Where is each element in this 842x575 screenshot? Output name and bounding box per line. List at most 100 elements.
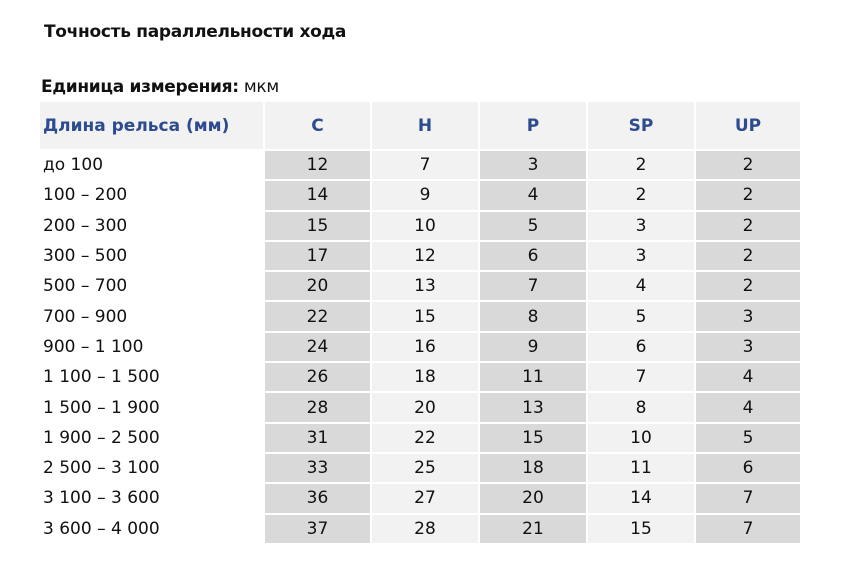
value-cell: 20: [372, 393, 478, 422]
column-header: H: [372, 102, 478, 149]
value-cell: 4: [588, 272, 694, 301]
value-cell: 6: [696, 453, 800, 483]
rail-length-cell: 3 100 – 3 600: [40, 484, 263, 513]
value-cell: 7: [588, 363, 694, 392]
value-cell: 15: [265, 211, 370, 240]
value-cell: 7: [696, 484, 800, 513]
value-cell: 15: [588, 514, 694, 543]
value-cell: 18: [372, 363, 478, 392]
value-cell: 5: [588, 302, 694, 331]
table-row: до 100 12 7 3 2 2: [40, 151, 800, 180]
value-cell: 15: [372, 302, 478, 331]
rail-length-cell: 1 900 – 2 500: [40, 423, 263, 452]
value-cell: 26: [265, 363, 370, 392]
column-header: C: [265, 102, 370, 149]
value-cell: 11: [480, 363, 586, 392]
table-row: 100 – 200 14 9 4 2 2: [40, 181, 800, 210]
value-cell: 7: [480, 272, 586, 301]
value-cell: 10: [372, 211, 478, 240]
value-cell: 7: [696, 514, 800, 543]
rail-length-cell: 2 500 – 3 100: [40, 453, 263, 483]
value-cell: 14: [588, 484, 694, 513]
value-cell: 36: [265, 484, 370, 513]
value-cell: 8: [588, 393, 694, 422]
value-cell: 31: [265, 423, 370, 452]
value-cell: 4: [696, 393, 800, 422]
value-cell: 3: [696, 332, 800, 362]
rail-length-cell: 200 – 300: [40, 211, 263, 240]
rail-length-cell: 300 – 500: [40, 241, 263, 271]
value-cell: 11: [588, 453, 694, 483]
value-cell: 2: [588, 181, 694, 210]
value-cell: 13: [372, 272, 478, 301]
table-row: 3 100 – 3 600 36 27 20 14 7: [40, 484, 800, 513]
rail-length-cell: 500 – 700: [40, 272, 263, 301]
table-row: 300 – 500 17 12 6 3 2: [40, 241, 800, 271]
rail-length-cell: 1 100 – 1 500: [40, 363, 263, 392]
value-cell: 28: [372, 514, 478, 543]
value-cell: 8: [480, 302, 586, 331]
value-cell: 13: [480, 393, 586, 422]
value-cell: 2: [696, 272, 800, 301]
value-cell: 27: [372, 484, 478, 513]
table-row: 500 – 700 20 13 7 4 2: [40, 272, 800, 301]
value-cell: 2: [588, 151, 694, 180]
value-cell: 15: [480, 423, 586, 452]
table-row: 2 500 – 3 100 33 25 18 11 6: [40, 453, 800, 483]
table-row: 200 – 300 15 10 5 3 2: [40, 211, 800, 240]
value-cell: 33: [265, 453, 370, 483]
rail-length-cell: 700 – 900: [40, 302, 263, 331]
value-cell: 22: [372, 423, 478, 452]
precision-table: Длина рельса (мм) C H P SP UP до 100 12 7 3 2 2 100…: [38, 100, 802, 545]
table-row: 1 500 – 1 900 28 20 13 8 4: [40, 393, 800, 422]
value-cell: 3: [480, 151, 586, 180]
value-cell: 7: [372, 151, 478, 180]
column-header: SP: [588, 102, 694, 149]
value-cell: 9: [372, 181, 478, 210]
rail-length-cell: 3 600 – 4 000: [40, 514, 263, 543]
units-value: мкм: [243, 77, 279, 97]
table-row: 700 – 900 22 15 8 5 3: [40, 302, 800, 331]
rail-length-cell: 100 – 200: [40, 181, 263, 210]
value-cell: 6: [588, 332, 694, 362]
value-cell: 21: [480, 514, 586, 543]
table-row: 1 900 – 2 500 31 22 15 10 5: [40, 423, 800, 452]
table-row: 3 600 – 4 000 37 28 21 15 7: [40, 514, 800, 543]
header-row: Длина рельса (мм) C H P SP UP: [40, 102, 800, 149]
value-cell: 5: [480, 211, 586, 240]
value-cell: 2: [696, 241, 800, 271]
rail-length-cell: 1 500 – 1 900: [40, 393, 263, 422]
value-cell: 5: [696, 423, 800, 452]
value-cell: 24: [265, 332, 370, 362]
table-row: 900 – 1 100 24 16 9 6 3: [40, 332, 800, 362]
value-cell: 14: [265, 181, 370, 210]
value-cell: 9: [480, 332, 586, 362]
units-label: Единица измерения:: [41, 77, 239, 97]
value-cell: 37: [265, 514, 370, 543]
value-cell: 4: [696, 363, 800, 392]
column-header: P: [480, 102, 586, 149]
table-row: 1 100 – 1 500 26 18 11 7 4: [40, 363, 800, 392]
value-cell: 12: [372, 241, 478, 271]
value-cell: 4: [480, 181, 586, 210]
value-cell: 3: [696, 302, 800, 331]
rail-length-cell: 900 – 1 100: [40, 332, 263, 362]
page-title: Точность параллельности хода: [44, 22, 347, 42]
value-cell: 3: [588, 211, 694, 240]
value-cell: 22: [265, 302, 370, 331]
value-cell: 16: [372, 332, 478, 362]
rail-length-cell: до 100: [40, 151, 263, 180]
value-cell: 18: [480, 453, 586, 483]
value-cell: 2: [696, 211, 800, 240]
column-header: Длина рельса (мм): [40, 102, 263, 149]
value-cell: 10: [588, 423, 694, 452]
column-header: UP: [696, 102, 800, 149]
units-line: Единица измерения: мкм: [41, 77, 279, 97]
value-cell: 2: [696, 151, 800, 180]
value-cell: 20: [480, 484, 586, 513]
value-cell: 25: [372, 453, 478, 483]
value-cell: 2: [696, 181, 800, 210]
value-cell: 20: [265, 272, 370, 301]
value-cell: 12: [265, 151, 370, 180]
value-cell: 6: [480, 241, 586, 271]
